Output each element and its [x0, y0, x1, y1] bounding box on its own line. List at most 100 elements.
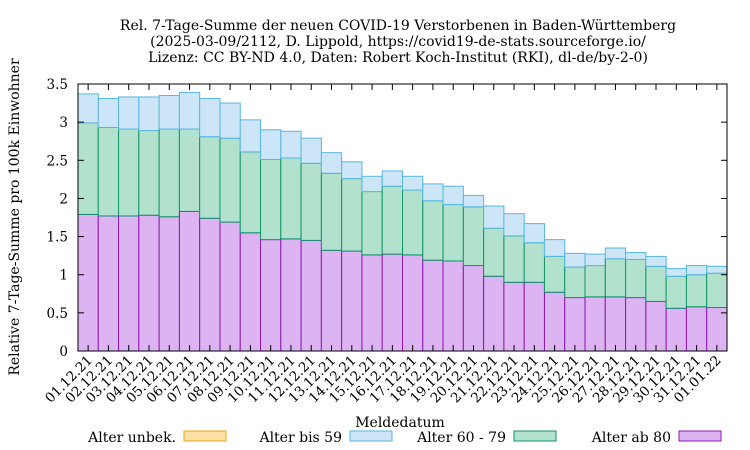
bar-segment [77, 122, 99, 215]
title-line: Lizenz: CC BY-ND 4.0, Daten: Robert Koch… [148, 50, 648, 66]
y-tick-label: 0 [59, 344, 68, 360]
bar-segment [178, 91, 201, 130]
bar-segment [219, 221, 241, 352]
bar-segment [158, 216, 180, 352]
x-axis: 01.12.2102.12.2103.12.2104.12.2105.12.21… [42, 84, 725, 406]
bar-segment [645, 255, 667, 267]
y-tick-label: 3 [59, 115, 68, 131]
legend-label: Alter ab 80 [591, 430, 671, 446]
bar-segment [97, 126, 120, 217]
bar-segment [442, 185, 464, 206]
bar-segment [320, 172, 343, 251]
bar-segment [77, 93, 99, 124]
chart-title: Rel. 7-Tage-Summe der neuen COVID-19 Ver… [120, 18, 676, 66]
bar-segment [381, 185, 404, 255]
bar-segment [706, 265, 728, 274]
bar-segment [199, 217, 221, 352]
bar-segment [260, 159, 282, 241]
legend-swatch [513, 430, 557, 442]
bar-segment [584, 296, 606, 352]
bar-segment [543, 239, 566, 257]
bar-segment [361, 254, 383, 352]
bar-segment [320, 249, 343, 352]
plot-border [77, 83, 728, 352]
title-line: (2025-03-09/2112, D. Lippold, https://co… [150, 34, 646, 50]
bar-segment [625, 252, 647, 260]
bar-segment [665, 307, 687, 352]
bar-segment [645, 265, 667, 302]
legend: Alter unbek. Alter bis 59 Alter 60 - 79 Alt… [87, 430, 722, 446]
bar-segment [97, 97, 120, 128]
bar-segment [422, 183, 444, 202]
y-tick-label: 1.5 [47, 230, 68, 246]
bars [77, 91, 728, 352]
bar-segment [219, 102, 241, 139]
bar-segment [402, 254, 424, 352]
bar-segment [138, 96, 160, 132]
bar-segment [239, 151, 262, 234]
bar-segment [665, 275, 687, 309]
legend-label: Alter unbek. [87, 430, 176, 446]
bar-segment [138, 130, 160, 216]
bar-segment [706, 307, 728, 352]
bar-segment [685, 274, 708, 308]
y-tick-label: 3.5 [47, 77, 68, 93]
bar-segment [564, 252, 586, 268]
bar-segment [361, 175, 383, 193]
bar-segment [97, 215, 120, 352]
bar-segment [584, 253, 606, 267]
y-tick-label: 2.5 [47, 153, 68, 169]
y-tick-label: 2 [59, 191, 68, 207]
bar-segment [118, 128, 140, 217]
bar-segment [706, 272, 728, 309]
title-line: Rel. 7-Tage-Summe der neuen COVID-19 Ver… [120, 18, 676, 34]
bar-segment [118, 215, 140, 352]
bar-segment [604, 296, 627, 352]
y-axis: 0 0.5 1 1.5 2 2.5 3 3.5 [47, 77, 727, 360]
bar-segment [77, 213, 99, 352]
legend-label: Alter 60 - 79 [416, 430, 506, 446]
bar-segment [462, 206, 485, 267]
y-tick-label: 1 [59, 268, 68, 284]
bar-segment [543, 291, 566, 352]
bar-segment [483, 275, 505, 352]
bar-segment [604, 247, 627, 260]
bar-segment [381, 253, 404, 352]
bar-segment [341, 250, 363, 352]
bar-segment [543, 255, 566, 293]
bar-segment [442, 260, 464, 352]
bar-segment [300, 137, 322, 164]
bar-segment [523, 223, 545, 244]
legend-swatch [349, 430, 393, 442]
bar-segment [625, 297, 647, 352]
bar-segment [462, 265, 485, 352]
bar-segment [483, 227, 505, 277]
bar-segment [178, 128, 201, 212]
bar-segment [361, 191, 383, 256]
bar-segment [503, 235, 525, 283]
bar-segment [381, 170, 404, 187]
bar-segment [564, 297, 586, 352]
bar-segment [503, 213, 525, 237]
y-axis-title: Relative 7-Tage-Summe pro 100k Einwohner [7, 58, 23, 376]
bar-segment [118, 96, 140, 130]
bar-segment [280, 157, 302, 240]
bar-segment [239, 232, 262, 352]
bar-segment [685, 265, 708, 276]
bar-segment [219, 137, 241, 223]
bar-segment [199, 97, 221, 138]
bar-segment [625, 258, 647, 299]
bar-segment [158, 128, 180, 218]
bar-segment [442, 204, 464, 262]
bar-segment [260, 129, 282, 161]
bar-segment [685, 306, 708, 352]
bar-segment [462, 194, 485, 208]
legend-swatch [183, 430, 227, 442]
legend-swatch [678, 430, 722, 442]
bar-segment [665, 268, 687, 277]
bar-segment [604, 258, 627, 298]
bar-segment [523, 242, 545, 283]
bar-segment [564, 266, 586, 299]
bar-segment [138, 214, 160, 352]
